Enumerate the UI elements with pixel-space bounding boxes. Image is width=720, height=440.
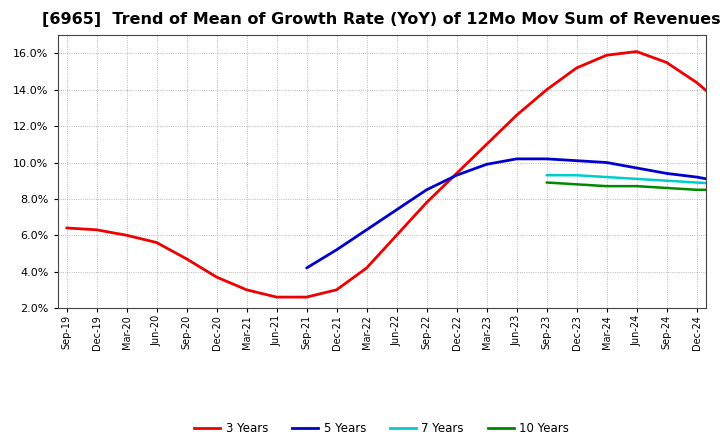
Title: [6965]  Trend of Mean of Growth Rate (YoY) of 12Mo Mov Sum of Revenues: [6965] Trend of Mean of Growth Rate (YoY… (42, 12, 720, 27)
Legend: 3 Years, 5 Years, 7 Years, 10 Years: 3 Years, 5 Years, 7 Years, 10 Years (189, 418, 574, 440)
